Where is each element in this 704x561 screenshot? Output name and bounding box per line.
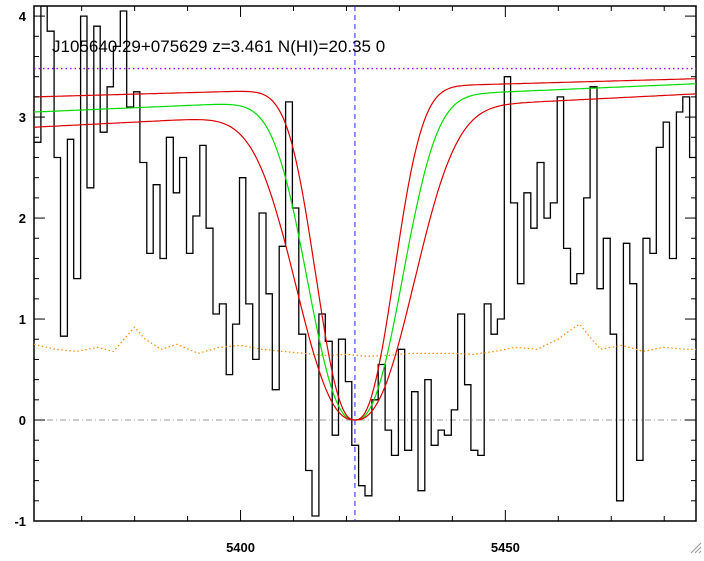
flux-series [34,6,696,517]
y-tick-label: 0 [19,413,26,428]
axes-frame [33,5,697,522]
plot-frame [33,5,697,522]
y-tick-label: 3 [19,110,26,125]
y-tick-label: 2 [19,211,26,226]
x-tick-label: 5400 [226,540,255,555]
reference-lines [34,6,696,521]
y-tick-label: 4 [19,9,27,24]
fit-curve [34,83,696,421]
series-group [34,6,696,517]
x-tick-label: 5450 [491,540,520,555]
fit-lower-curve [34,93,696,421]
y-tick-label: 1 [19,312,26,327]
resize-grip-icon[interactable] [688,540,702,554]
error-series [34,323,696,358]
y-tick-label: -1 [14,514,26,529]
tick-labels: 5400 5450 -1 0 1 2 3 4 [14,9,519,555]
chart-title: J105640.29+075629 z=3.461 N(HI)=20.35 0 [52,37,385,56]
tick-marks [34,6,696,522]
fit-upper-curve [34,78,696,421]
